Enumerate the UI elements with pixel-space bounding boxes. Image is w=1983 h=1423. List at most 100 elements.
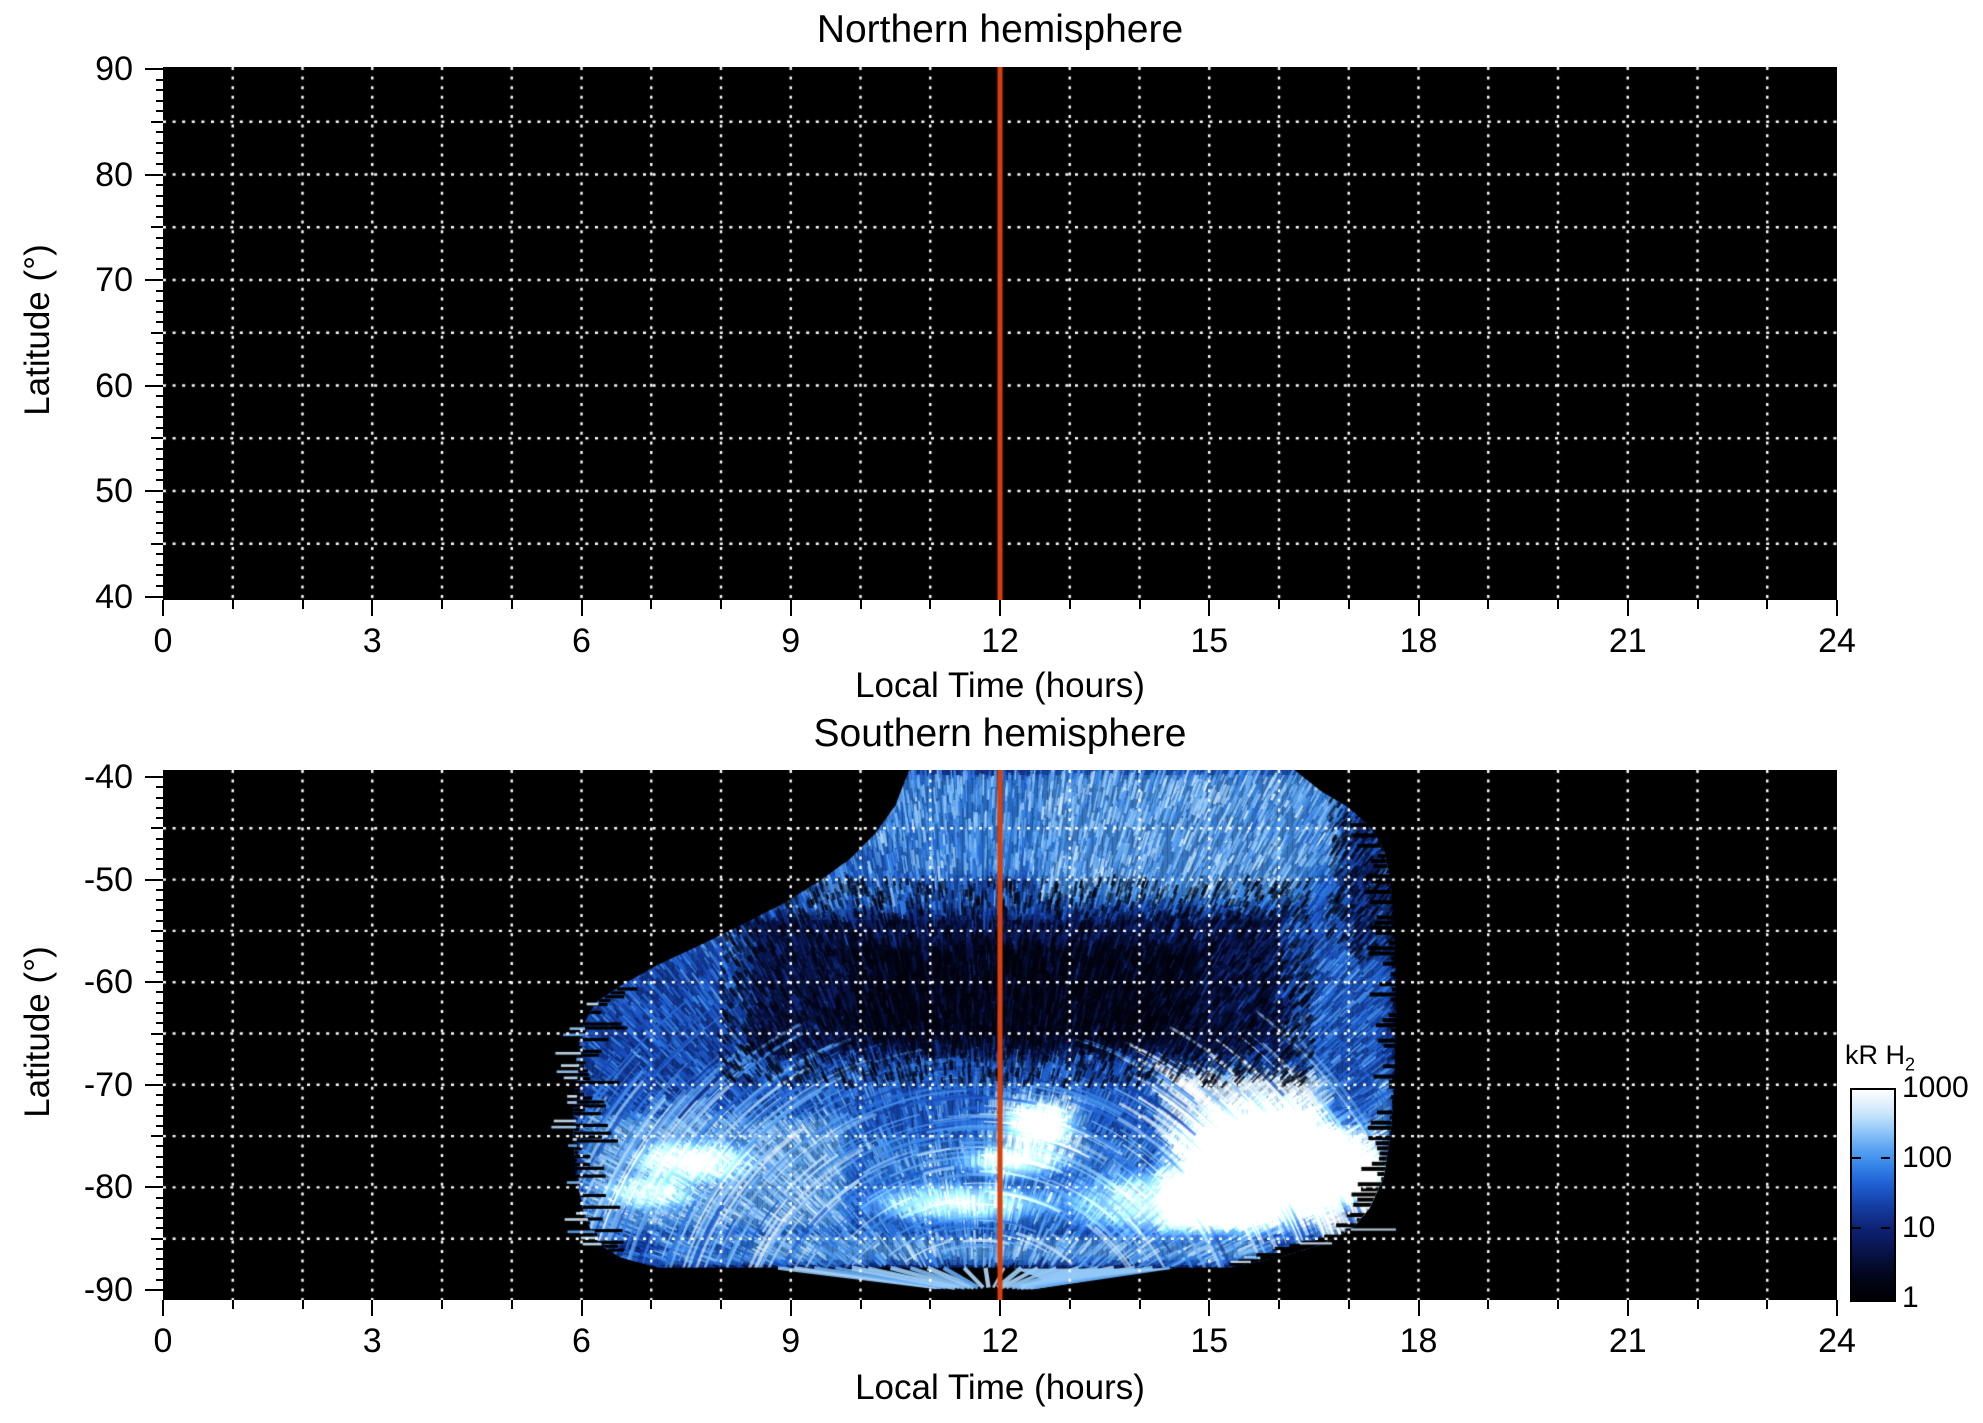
y-axis-tick <box>145 1083 163 1086</box>
y-tick-label: -70 <box>83 1065 133 1104</box>
x-axis-tick <box>789 1300 792 1316</box>
y-axis-tick <box>156 806 163 809</box>
x-tick-label: 24 <box>1818 622 1856 660</box>
y-axis-tick <box>156 236 163 239</box>
x-axis-tick <box>1068 600 1071 609</box>
x-axis-tick <box>999 1300 1001 1316</box>
x-axis-tick <box>1696 1300 1699 1309</box>
y-axis-tick <box>156 468 163 471</box>
y-axis-tick <box>156 837 163 840</box>
y-axis-tick <box>156 257 163 260</box>
x-tick-label: 12 <box>981 622 1019 660</box>
colorbar-tick-label: 1 <box>1902 1281 1919 1314</box>
colorbar-tick-mark <box>1881 1157 1890 1159</box>
x-axis-tick <box>1487 600 1490 609</box>
x-tick-label: 15 <box>1190 622 1229 660</box>
y-axis-tick <box>156 110 163 113</box>
y-axis-tick <box>156 1073 163 1076</box>
x-axis-tick <box>929 1300 932 1309</box>
y-axis-tick <box>156 847 163 850</box>
north-y-axis-label: Latitude (°) <box>18 244 57 416</box>
y-axis-tick <box>156 194 163 197</box>
y-axis-tick <box>156 1053 163 1056</box>
y-axis-tick <box>156 1176 163 1179</box>
colorbar-tick-label: 10 <box>1902 1211 1936 1244</box>
x-axis-tick <box>371 1300 374 1316</box>
y-axis-tick <box>156 1042 163 1045</box>
x-axis-tick <box>1557 1300 1559 1309</box>
y-axis-tick <box>156 1217 163 1220</box>
y-axis-tick <box>156 447 163 450</box>
y-axis-tick <box>151 1237 163 1240</box>
x-axis-tick <box>580 600 583 616</box>
y-axis-tick <box>145 68 163 70</box>
y-tick-label: 40 <box>95 577 133 616</box>
x-tick-label: 18 <box>1399 622 1438 660</box>
y-axis-tick <box>156 89 163 92</box>
y-axis-tick <box>156 511 163 514</box>
y-axis-tick <box>156 205 163 208</box>
x-tick-label: 24 <box>1818 1322 1856 1360</box>
x-axis-tick <box>231 1300 234 1309</box>
y-axis-tick <box>145 878 163 881</box>
y-axis-tick <box>156 1227 163 1230</box>
x-axis-tick <box>1487 1300 1490 1309</box>
y-axis-tick <box>156 300 163 303</box>
y-axis-tick <box>156 553 163 556</box>
y-axis-tick <box>145 279 163 281</box>
y-axis-tick <box>156 363 163 366</box>
y-axis-tick <box>156 1001 163 1004</box>
y-tick-label: -60 <box>83 963 133 1002</box>
y-axis-tick <box>156 321 163 324</box>
y-axis-tick <box>156 574 163 577</box>
y-axis-tick <box>156 373 163 376</box>
x-axis-tick <box>1347 600 1350 609</box>
north-panel-title: Northern hemisphere <box>816 8 1184 51</box>
y-axis-tick <box>156 184 163 187</box>
x-axis-tick <box>1626 1300 1629 1316</box>
y-axis-tick <box>156 1011 163 1014</box>
y-tick-label: 90 <box>95 50 133 88</box>
y-axis-tick <box>156 1124 163 1127</box>
y-axis-tick <box>156 1165 163 1168</box>
y-axis-tick <box>156 1114 163 1117</box>
x-axis-tick <box>1138 1300 1141 1309</box>
colorbar-tick-mark <box>1852 1227 1861 1229</box>
x-axis-tick <box>441 600 443 609</box>
colorbar-tick-label: 100 <box>1902 1141 1953 1174</box>
colorbar-title: kR H2 <box>1845 1040 1916 1075</box>
colorbar <box>1850 1088 1896 1302</box>
x-axis-tick <box>1766 1300 1769 1309</box>
x-tick-label: 9 <box>781 1322 801 1360</box>
x-axis-tick <box>859 1300 862 1309</box>
y-axis-tick <box>151 1135 163 1138</box>
x-axis-tick <box>301 1300 304 1309</box>
y-axis-tick <box>156 141 163 144</box>
x-tick-label: 0 <box>153 1322 173 1360</box>
colorbar-tick-mark <box>1852 1157 1861 1159</box>
y-axis-tick <box>151 331 163 334</box>
y-axis-tick <box>145 384 163 387</box>
south-x-axis-label: Local Time (hours) <box>855 1368 1145 1407</box>
x-axis-tick <box>1417 600 1420 616</box>
y-axis-tick <box>156 1104 163 1107</box>
y-axis-tick <box>156 899 163 902</box>
x-tick-label: 0 <box>153 622 173 660</box>
y-axis-tick <box>156 310 163 313</box>
y-axis-tick <box>156 563 163 566</box>
x-axis-tick <box>1766 600 1769 609</box>
north-x-axis-label: Local Time (hours) <box>855 666 1145 705</box>
y-axis-tick <box>151 226 163 229</box>
x-axis-tick <box>720 600 722 609</box>
y-axis-tick <box>156 162 163 165</box>
y-axis-tick <box>156 970 163 973</box>
y-axis-tick <box>151 1032 163 1035</box>
y-axis-tick <box>156 888 163 891</box>
y-axis-tick <box>156 215 163 218</box>
x-axis-tick <box>650 1300 653 1309</box>
y-axis-tick <box>156 458 163 461</box>
y-axis-tick <box>156 1155 163 1158</box>
y-axis-tick <box>145 595 163 598</box>
x-tick-label: 6 <box>572 622 591 660</box>
